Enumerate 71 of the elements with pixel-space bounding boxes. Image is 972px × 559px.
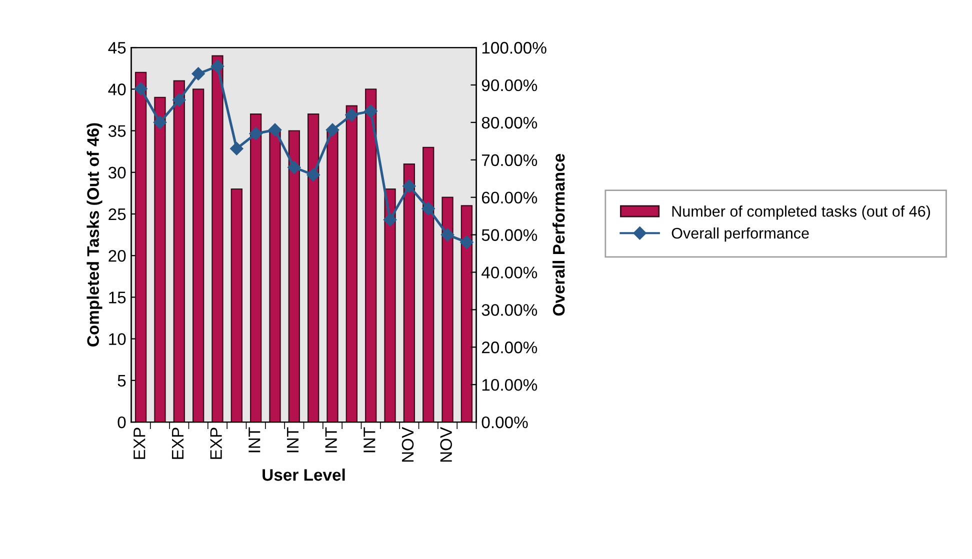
- point: [306, 168, 320, 182]
- point: [383, 213, 397, 226]
- y2-tick-label: 50.00%: [482, 229, 538, 241]
- y-tick-label: 25: [108, 208, 126, 220]
- point: [268, 123, 282, 136]
- bar: [403, 163, 416, 422]
- y2-tick-label: 30.00%: [482, 304, 538, 316]
- bar: [154, 96, 166, 422]
- x-tick-label: INT: [248, 427, 260, 452]
- bar: [173, 80, 185, 422]
- point: [153, 116, 167, 130]
- y-tick-label: 20: [108, 250, 126, 262]
- point: [345, 108, 358, 122]
- y-tick-label: 35: [108, 125, 126, 137]
- y2-tick-label: 0.00%: [482, 416, 528, 428]
- bar: [288, 130, 300, 422]
- bar: [250, 114, 262, 422]
- bar: [212, 55, 224, 422]
- x-axis-title: User Level: [262, 468, 345, 481]
- y-tick-label: 40: [108, 84, 126, 96]
- point: [230, 142, 244, 156]
- x-tick-label: NOV: [440, 426, 452, 462]
- y2-axis-title: Overall Performance: [552, 154, 565, 316]
- y-tick-label: 5: [118, 375, 126, 387]
- legend-label: Overall performance: [672, 227, 809, 242]
- bar: [230, 188, 242, 422]
- x-tick-label: EXP: [172, 428, 184, 459]
- point: [364, 104, 378, 118]
- point: [134, 82, 148, 96]
- bar: [308, 114, 320, 422]
- bar: [460, 205, 473, 422]
- x-tick-label: INT: [287, 427, 298, 452]
- x-tick-label: EXP: [134, 428, 146, 459]
- y2-tick-label: 10.00%: [482, 378, 538, 391]
- y-axis-title: Completed Tasks (Out of 46): [86, 123, 102, 346]
- point: [460, 236, 474, 249]
- point: [172, 93, 186, 107]
- bar: [269, 130, 281, 422]
- y-tick-label: 15: [109, 292, 126, 304]
- point: [192, 67, 205, 80]
- y2-tick-label: 40.00%: [482, 266, 538, 278]
- y2-tick-label: 70.00%: [482, 154, 538, 166]
- point: [326, 123, 340, 136]
- bar: [346, 105, 358, 422]
- bar: [326, 130, 338, 422]
- y-tick-label: 10: [109, 333, 126, 346]
- point: [422, 202, 435, 216]
- bar: [134, 72, 147, 422]
- point: [402, 180, 416, 193]
- y2-tick-label: 90.00%: [482, 79, 538, 92]
- y2-tick-label: 20.00%: [482, 342, 538, 354]
- point: [440, 228, 454, 242]
- x-tick-label: INT: [364, 427, 376, 452]
- bar: [365, 88, 377, 422]
- y-tick-label: 45: [108, 42, 126, 54]
- y-tick-label: 0: [118, 416, 126, 428]
- bar: [422, 146, 434, 422]
- legend-label: Number of completed tasks (out of 46): [672, 206, 930, 220]
- bar: [442, 196, 454, 422]
- bar: [192, 88, 204, 422]
- point: [288, 160, 301, 174]
- x-tick-label: NOV: [402, 426, 414, 462]
- x-tick-label: INT: [325, 427, 337, 452]
- point: [210, 60, 224, 73]
- y2-tick-label: 60.00%: [482, 192, 538, 204]
- bar: [384, 188, 396, 422]
- y-tick-label: 30: [108, 166, 126, 179]
- y2-tick-label: 100.00%: [482, 42, 546, 54]
- point: [249, 127, 262, 140]
- x-tick-label: EXP: [210, 428, 222, 459]
- y2-tick-label: 80.00%: [482, 116, 538, 129]
